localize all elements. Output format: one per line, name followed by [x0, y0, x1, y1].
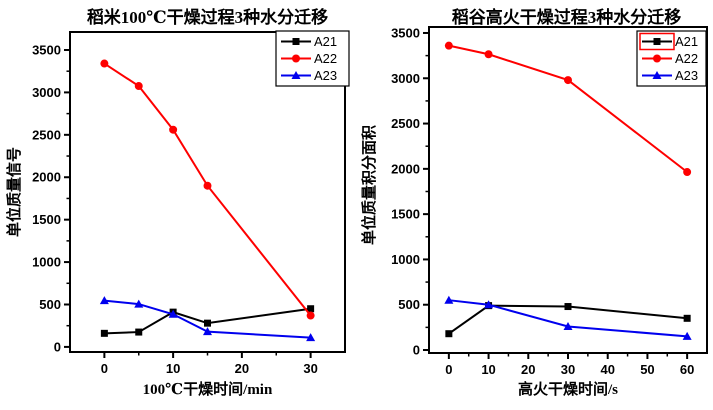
y-tick-label: 0	[54, 339, 61, 354]
x-tick-label: 50	[640, 362, 654, 377]
data-point-A21	[100, 329, 108, 337]
legend-entry-label: A21	[675, 34, 698, 49]
y-tick-label: 1000	[32, 255, 61, 270]
data-point-A22	[169, 125, 178, 134]
x-tick-label: 0	[101, 361, 108, 376]
y-tick-label: 2500	[391, 116, 420, 131]
series-line-A22	[448, 44, 688, 173]
data-point-A22	[306, 311, 315, 320]
y-tick-label: 2500	[32, 127, 61, 142]
data-point-A22	[683, 168, 692, 177]
legend-entry-label: A21	[314, 34, 337, 49]
x-tick-label: 10	[166, 361, 180, 376]
y-tick-label: 2000	[391, 161, 420, 176]
left-chart-title: 稻米100℃干燥过程3种水分迁移	[86, 8, 329, 27]
x-tick-label: 10	[481, 362, 495, 377]
y-tick-label: 500	[398, 297, 420, 312]
x-tick-label: 20	[235, 361, 249, 376]
legend-marker-A22	[292, 54, 300, 63]
y-tick-label: 3500	[391, 25, 420, 40]
legend-entry-label: A23	[675, 68, 698, 83]
data-point-A22	[203, 181, 212, 190]
y-tick-label: 3000	[32, 85, 61, 100]
legend-marker-A21	[653, 38, 661, 45]
data-point-A22	[484, 50, 493, 59]
legend-selection-box	[639, 32, 675, 51]
data-point-A23	[444, 295, 454, 304]
x-tick-label: 40	[600, 362, 614, 377]
data-point-A23	[563, 321, 573, 330]
legend-entry-label: A22	[314, 51, 337, 66]
y-tick-label: 1500	[32, 212, 61, 227]
legend-marker-A22	[653, 54, 661, 63]
data-point-A23	[682, 331, 692, 340]
data-point-A21	[307, 305, 315, 313]
y-tick-label: 500	[39, 297, 61, 312]
x-tick-label: 30	[561, 362, 575, 377]
data-point-A21	[683, 314, 691, 322]
data-point-A22	[100, 59, 109, 68]
data-point-A22	[134, 82, 143, 91]
left-chart-x-axis-label: 100℃干燥时间/min	[142, 382, 273, 398]
y-tick-label: 0	[413, 343, 420, 358]
data-point-A21	[135, 328, 143, 336]
y-tick-label: 1500	[391, 207, 420, 222]
data-point-A22	[564, 76, 572, 85]
data-point-A21	[445, 330, 453, 338]
y-tick-label: 3000	[391, 71, 420, 86]
legend-marker-A21	[292, 38, 300, 45]
series-line-A21	[448, 304, 688, 335]
right-chart-title: 稻谷高火干燥过程3种水分迁移	[451, 8, 682, 27]
data-point-A23	[134, 299, 144, 308]
y-tick-label: 2000	[32, 170, 61, 185]
legend-marker-A23	[291, 71, 301, 79]
data-point-A22	[444, 41, 453, 50]
y-tick-label: 1000	[391, 252, 420, 267]
data-point-A23	[99, 296, 109, 305]
legend-entry-label: A23	[314, 68, 337, 83]
right-chart-x-axis-label: 高火干燥时间/s	[517, 382, 618, 398]
series-line-A23	[448, 299, 688, 338]
x-tick-label: 0	[445, 362, 452, 377]
data-point-A21	[204, 319, 211, 327]
y-tick-label: 3500	[32, 42, 61, 57]
x-tick-label: 30	[303, 361, 317, 376]
x-tick-label: 20	[521, 362, 535, 377]
data-point-A23	[306, 333, 316, 342]
x-tick-label: 60	[680, 362, 694, 377]
legend-marker-A23	[652, 71, 662, 79]
legend-entry-label: A22	[675, 51, 698, 66]
data-point-A21	[564, 303, 572, 311]
data-point-A23	[203, 327, 212, 336]
data-point-A23	[168, 309, 178, 318]
data-point-A23	[484, 300, 494, 309]
